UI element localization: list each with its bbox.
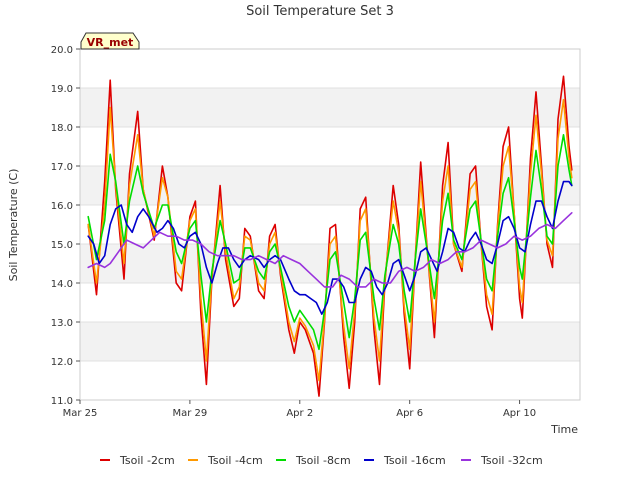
grid-band bbox=[80, 361, 580, 400]
legend-label: Tsoil -4cm bbox=[207, 454, 263, 467]
x-tick-label: Apr 10 bbox=[503, 408, 536, 419]
y-tick-label: 11.0 bbox=[51, 396, 73, 407]
y-tick-label: 19.0 bbox=[51, 84, 73, 95]
legend-label: Tsoil -8cm bbox=[295, 454, 351, 467]
legend-label: Tsoil -16cm bbox=[383, 454, 446, 467]
series-line-2 bbox=[87, 134, 573, 351]
y-tick-label: 17.0 bbox=[51, 162, 73, 173]
x-tick-label: Apr 2 bbox=[286, 408, 313, 419]
grid-band bbox=[80, 322, 580, 361]
chart-title: Soil Temperature Set 3 bbox=[246, 4, 394, 19]
site-label-box: VR_met bbox=[80, 32, 140, 50]
series-line-3 bbox=[87, 180, 573, 315]
y-tick-label: 14.0 bbox=[51, 279, 73, 290]
series-line-0 bbox=[87, 75, 573, 397]
y-tick-label: 15.0 bbox=[51, 240, 73, 251]
site-label: VR_met bbox=[87, 36, 134, 49]
y-tick-label: 16.0 bbox=[51, 201, 73, 212]
x-tick-label: Mar 25 bbox=[63, 408, 98, 419]
legend-label: Tsoil -32cm bbox=[480, 454, 543, 467]
y-tick-label: 20.0 bbox=[51, 45, 73, 56]
legend: Tsoil -2cm Tsoil -4cm Tsoil -8cm Tsoil -16c… bbox=[100, 454, 543, 467]
series-lines bbox=[87, 75, 573, 397]
grid-band bbox=[80, 166, 580, 205]
x-tick-label: Apr 6 bbox=[396, 408, 423, 419]
y-axis-label: Soil Temperature (C) bbox=[7, 169, 20, 282]
legend-label: Tsoil -2cm bbox=[119, 454, 175, 467]
y-axis-ticks: 11.0 12.0 13.0 14.0 15.0 16.0 17.0 18.0 19.0 20.0 bbox=[51, 45, 80, 407]
plot-area-frame bbox=[79, 48, 581, 401]
y-tick-label: 18.0 bbox=[51, 123, 73, 134]
series-line-1 bbox=[87, 98, 573, 382]
y-tick-label: 12.0 bbox=[51, 357, 73, 368]
x-axis-ticks: Mar 25 Mar 29 Apr 2 Apr 6 Apr 10 bbox=[63, 400, 536, 419]
y-tick-label: 13.0 bbox=[51, 318, 73, 329]
series-line-4 bbox=[87, 212, 573, 288]
grid-band bbox=[80, 49, 580, 88]
grid-band bbox=[80, 88, 580, 127]
x-axis-label: Time bbox=[550, 423, 578, 436]
x-tick-label: Mar 29 bbox=[172, 408, 207, 419]
grid-band bbox=[80, 127, 580, 166]
